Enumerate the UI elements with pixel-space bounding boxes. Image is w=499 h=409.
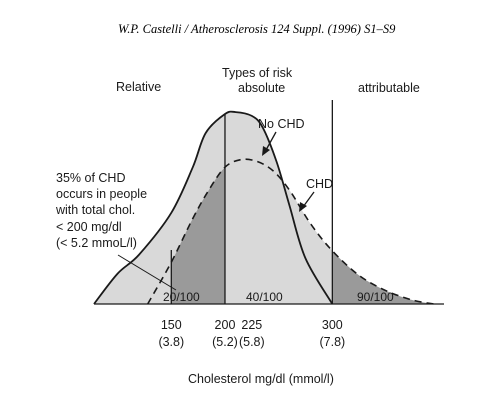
tick-label-200: 200 [215, 318, 236, 332]
tick-label-225: 225 [241, 318, 262, 332]
chd-curve [147, 158, 435, 305]
note-line-3: with total chol. [55, 203, 135, 217]
reference-lines [170, 100, 333, 304]
region-label-1: 20/100 [163, 290, 200, 304]
chd-arrowhead [299, 202, 307, 212]
tick-sublabel-300: (7.8) [319, 335, 345, 349]
tick-label-150: 150 [161, 318, 182, 332]
no-chd-curve [93, 110, 334, 305]
series-label-chd: CHD [306, 177, 333, 191]
distribution-curves [93, 110, 435, 305]
tick-sublabel-150: (3.8) [158, 335, 184, 349]
label-absolute: absolute [238, 81, 285, 95]
annotation-arrows [117, 131, 315, 291]
note-pointer-line [117, 254, 177, 291]
dark-region-2 [332, 159, 435, 304]
tick-sublabel-200: (5.2) [212, 335, 238, 349]
tick-sublabel-225: (5.8) [239, 335, 265, 349]
no-chd-arrow [265, 131, 277, 151]
x-axis-ticks: 150 (3.8) 200 (5.2)225 (5.8) 300 (7.8) [158, 318, 345, 349]
region-labels: 20/100 40/100 90/100 [163, 290, 394, 304]
note-line-5: (< 5.2 mmoL/l) [56, 236, 137, 250]
note-line-1: 35% of CHD [56, 171, 125, 185]
no-chd-arrowhead [262, 146, 270, 156]
region-label-2: 40/100 [246, 290, 283, 304]
note-line-4: < 200 mg/dl [56, 220, 122, 234]
x-axis-label: Cholesterol mg/dl (mmol/l) [188, 372, 334, 386]
note-line-2: occurs in people [56, 187, 147, 201]
citation-header: W.P. Castelli / Atherosclerosis 124 Supp… [118, 22, 396, 36]
region-label-3: 90/100 [357, 290, 394, 304]
label-attributable: attributable [358, 81, 420, 95]
tick-label-300: 300 [322, 318, 343, 332]
label-relative: Relative [116, 80, 161, 94]
chd-arrow [302, 191, 315, 208]
series-label-no-chd: No CHD [258, 117, 305, 131]
label-types-of-risk: Types of risk [222, 66, 293, 80]
